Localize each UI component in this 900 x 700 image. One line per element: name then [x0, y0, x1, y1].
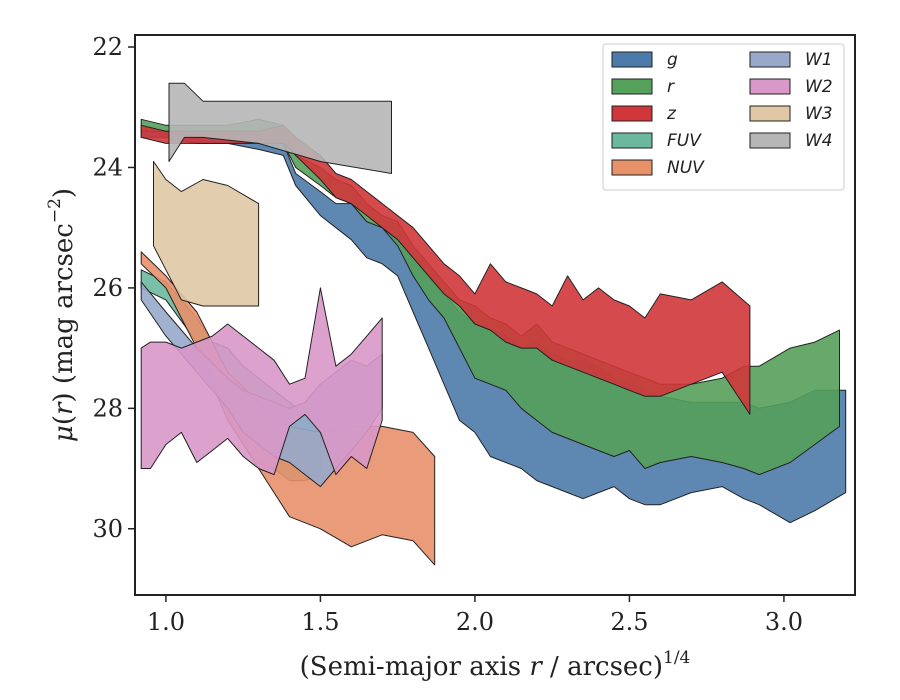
y-axis: 22 24 26 28 30: [92, 33, 135, 543]
x-tick-label: 1.5: [301, 608, 339, 636]
x-tick-label: 2.0: [456, 608, 494, 636]
x-tick-label: 2.5: [610, 608, 648, 636]
series-band-w4: [168, 82, 392, 174]
legend-swatch-g: [611, 51, 653, 68]
y-tick-label: 28: [92, 394, 123, 422]
legend-swatch-r: [611, 78, 653, 95]
legend-label-w3: W3: [805, 104, 833, 124]
plot-frame: [134, 34, 856, 596]
y-tick-label: 26: [92, 274, 123, 302]
legend-label-g: g: [667, 50, 678, 70]
legend-swatch-z: [611, 105, 653, 122]
legend-label-r: r: [667, 77, 675, 97]
series-band-z: [140, 124, 751, 415]
y-axis-title: μ(r) (mag arcsec−2): [45, 188, 79, 442]
legend-swatch-w4: [749, 132, 791, 149]
legend: grz FUV NUV W1 W2 W3 W4: [602, 43, 845, 191]
series-band-w2: [140, 287, 383, 476]
legend-swatch-w1: [749, 51, 791, 68]
x-tick-label: 1.0: [147, 608, 185, 636]
y-tick-label: 30: [92, 515, 123, 543]
legend-swatch-nuv: [611, 159, 653, 176]
legend-label-w1: W1: [805, 50, 833, 70]
legend-swatch-w2: [749, 78, 791, 95]
x-tick-label: 3.0: [765, 608, 803, 636]
x-axis: 1.0 1.5 2.0 2.5 3.0: [147, 595, 803, 636]
legend-label-nuv: NUV: [667, 158, 705, 178]
y-tick-label: 22: [92, 33, 123, 61]
x-axis-title: (Semi-major axis r / arcsec)1/4: [300, 648, 691, 682]
legend-label-fuv: FUV: [667, 131, 702, 151]
legend-label-z: z: [666, 104, 677, 124]
legend-swatch-w3: [749, 105, 791, 122]
series-band-w3: [153, 161, 260, 307]
legend-swatch-fuv: [611, 132, 653, 149]
legend-label-w2: W2: [805, 77, 833, 97]
y-tick-label: 24: [92, 153, 123, 181]
legend-label-w4: W4: [805, 131, 833, 151]
series-layer: [140, 82, 847, 566]
